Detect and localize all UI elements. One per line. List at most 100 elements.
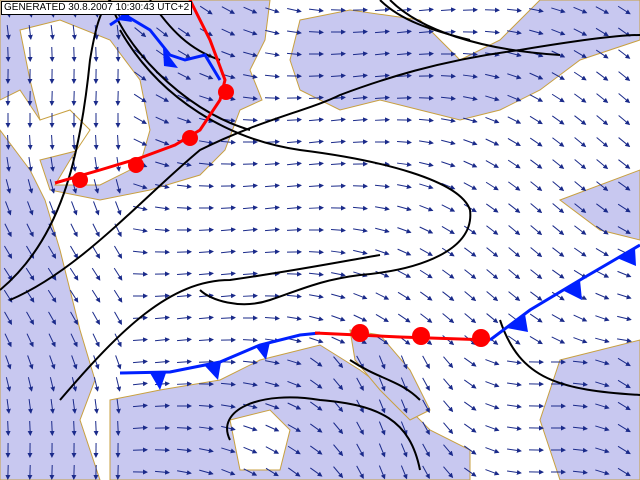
wind-arrow [400, 421, 408, 436]
wind-arrow [198, 425, 214, 431]
wind-arrow [441, 204, 456, 212]
wind-arrow [422, 443, 430, 458]
wind-arrow [49, 134, 55, 150]
wind-arrow [27, 420, 33, 436]
wind-arrow [464, 291, 477, 302]
wind-arrow [265, 52, 280, 57]
wind-arrow [595, 27, 609, 37]
wind-arrow [530, 159, 543, 169]
wind-arrow [356, 465, 364, 480]
wind-arrow [115, 420, 121, 436]
wind-arrow [375, 206, 390, 211]
wind-arrow [530, 225, 543, 236]
wind-arrow [442, 291, 455, 301]
wind-arrow [418, 51, 434, 57]
wind-arrow [596, 71, 609, 81]
wind-arrow [265, 403, 280, 410]
wind-arrow [310, 467, 323, 477]
wind-arrow [618, 137, 631, 148]
wind-arrow [530, 181, 543, 192]
wind-arrow [71, 398, 77, 414]
wind-arrow [330, 117, 346, 123]
wind-arrow [5, 377, 12, 392]
wind-arrow [93, 179, 100, 194]
wind-arrow [595, 469, 610, 476]
wind-arrow [4, 245, 13, 259]
wind-arrow [529, 137, 543, 147]
wind-arrow [375, 249, 390, 256]
wind-arrow [242, 205, 258, 211]
wind-arrow [396, 7, 412, 13]
wind-arrow [71, 420, 77, 436]
wind-arrow [419, 139, 434, 145]
wind-arrow [378, 355, 386, 370]
wind-arrow [551, 336, 566, 344]
wind-arrow [309, 315, 324, 322]
wind-arrow [552, 181, 565, 192]
wind-arrow [529, 29, 544, 36]
wind-arrow [176, 271, 192, 277]
wind-arrow [356, 443, 364, 458]
wind-arrow [574, 159, 587, 170]
wind-arrow [198, 161, 214, 167]
wind-arrow [596, 93, 609, 104]
wind-arrow [330, 139, 346, 145]
wind-arrow [506, 7, 522, 13]
wind-arrow [572, 359, 588, 365]
wind-arrow [330, 249, 346, 255]
wind-arrow [617, 203, 631, 213]
wind-arrow [243, 468, 258, 476]
wind-arrow [133, 228, 148, 233]
wind-arrow [132, 381, 148, 387]
wind-arrow [91, 267, 101, 281]
wind-arrow [310, 401, 323, 411]
wind-arrow [93, 157, 99, 172]
wind-arrow [49, 201, 56, 216]
wind-arrow [264, 183, 280, 189]
wind-arrow [333, 422, 344, 435]
wind-arrow [154, 359, 170, 365]
wind-arrow [308, 139, 324, 145]
wind-arrow [418, 29, 434, 35]
wind-arrow [507, 469, 522, 475]
wind-arrow [443, 422, 454, 435]
wind-arrow [573, 247, 587, 257]
wind-arrow [287, 29, 302, 35]
wind-arrow [177, 27, 191, 37]
wind-arrow [199, 72, 214, 80]
wind-arrow [308, 161, 324, 167]
wind-arrow [310, 379, 323, 389]
wind-arrow [485, 73, 500, 80]
wind-arrow [114, 245, 123, 259]
wind-arrow [529, 94, 544, 102]
wind-arrow [49, 398, 55, 414]
wind-arrow [176, 315, 192, 321]
wind-arrow [49, 157, 55, 172]
wind-arrow [374, 183, 390, 189]
wind-arrow [485, 447, 500, 454]
wind-arrow [419, 269, 433, 279]
wind-arrow [48, 333, 56, 348]
wind-arrow [70, 311, 78, 325]
wind-arrow [595, 381, 610, 388]
wind-arrow [617, 226, 631, 234]
wind-arrow [115, 377, 122, 392]
wind-arrow [288, 467, 301, 477]
wind-arrow [133, 138, 148, 146]
wind-arrow [485, 381, 500, 388]
wind-arrow [396, 139, 412, 145]
wind-arrow [308, 29, 324, 35]
wind-arrow [618, 115, 631, 126]
wind-arrow [378, 377, 386, 392]
wind-arrow [441, 247, 455, 257]
wind-arrow [4, 333, 12, 348]
wind-arrow [286, 293, 302, 299]
wind-arrow [154, 293, 170, 299]
wind-arrow [27, 398, 33, 414]
wind-arrow [442, 269, 455, 279]
wind-arrow [552, 203, 565, 214]
wind-arrow [242, 227, 258, 233]
wind-arrow [177, 117, 192, 124]
wind-arrow [265, 424, 280, 432]
